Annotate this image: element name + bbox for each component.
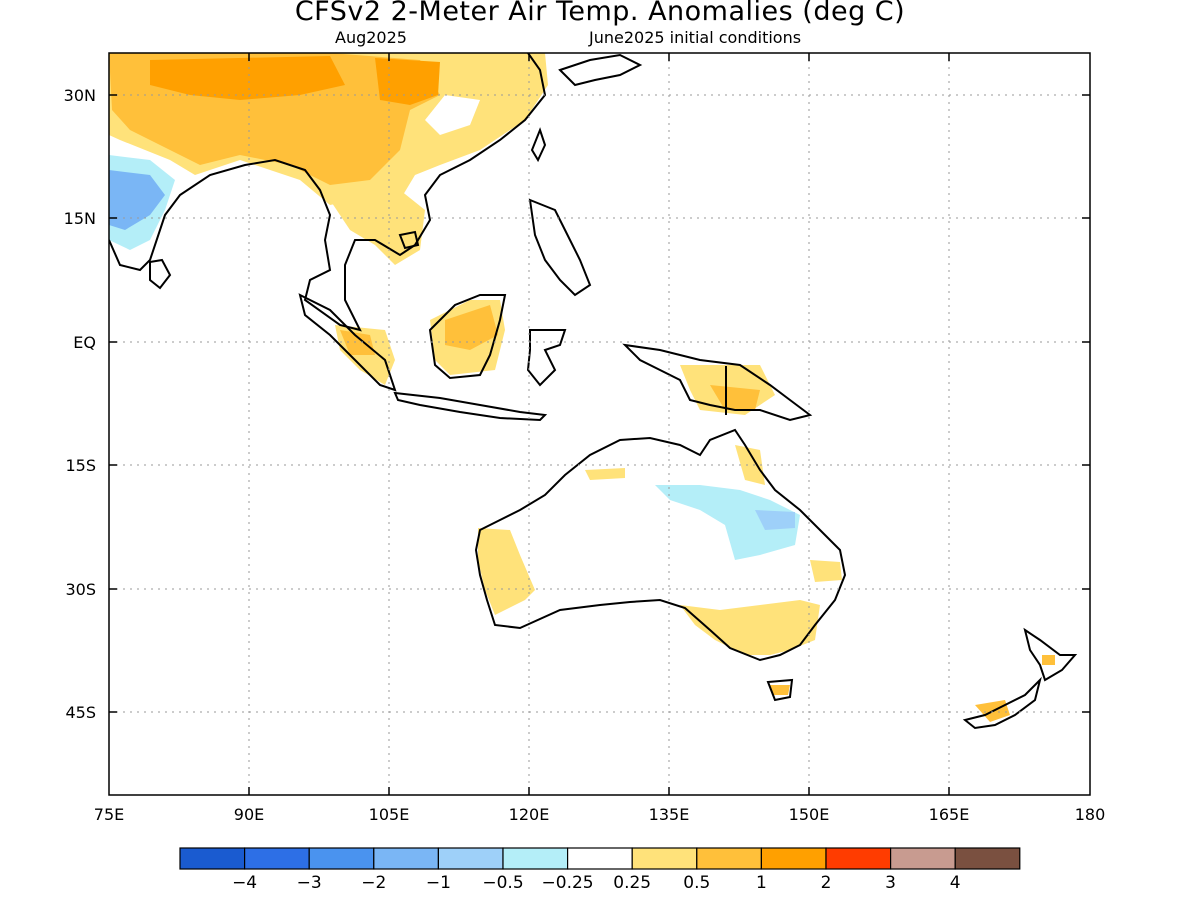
colorbar-label: −0.25: [542, 873, 594, 893]
map-frame: [108, 52, 1091, 796]
initial-conditions: June2025 initial conditions: [589, 28, 802, 47]
colorbar-swatch: [437, 847, 504, 870]
coast-sulawesi: [526, 329, 567, 387]
colorbar-swatch: [502, 847, 569, 870]
colorbar-swatch: [566, 847, 633, 870]
lon-label: 120E: [509, 805, 550, 824]
tick-marks: [109, 53, 1090, 795]
lon-label: 180: [1075, 805, 1106, 824]
coast-philippines: [528, 198, 592, 297]
lon-label: 150E: [789, 805, 830, 824]
colorbar-label: −1: [426, 873, 451, 893]
coast-tasmania: [766, 678, 794, 702]
colorbar-label: 0.25: [613, 873, 651, 893]
lat-label: 30S: [65, 580, 96, 599]
colorbar-label: −2: [361, 873, 386, 893]
cool-region-australia: [655, 485, 800, 560]
lat-label: 15S: [65, 456, 96, 475]
colorbar-label: 2: [821, 873, 832, 893]
coast-newguinea: [622, 343, 813, 422]
warm-core-tibet: [150, 56, 345, 100]
cool-core-india: [109, 170, 165, 230]
colorbar-swatch: [179, 847, 246, 870]
warm-region-w-australia: [478, 528, 535, 615]
colorbar-label: −4: [232, 873, 257, 893]
lon-label: 135E: [649, 805, 690, 824]
warm-region-e-australia: [810, 560, 842, 582]
lon-label: 90E: [234, 805, 264, 824]
anomaly-shading: [109, 53, 1055, 722]
coast-sri-lanka: [149, 258, 172, 290]
coast-hainan: [398, 230, 420, 250]
colorbar-label: 3: [885, 873, 896, 893]
warm-core-borneo: [445, 305, 498, 350]
map-title: CFSv2 2-Meter Air Temp. Anomalies (deg C…: [294, 0, 906, 27]
coast-japan: [558, 53, 643, 87]
warm-core-north: [375, 58, 440, 105]
colorbar-label: 1: [756, 873, 767, 893]
warm-region-indochina: [330, 190, 425, 265]
colorbar: −4 −3 −2 −1 −0.5 −0.25 0.25 0.5 1 2 3 4: [179, 847, 1021, 893]
lat-label: 45S: [65, 703, 96, 722]
coast-asia-mainland: [109, 53, 547, 332]
lon-labels: 75E 90E 105E 120E 135E 150E 165E 180: [94, 805, 1106, 824]
colorbar-swatch: [760, 847, 827, 870]
colorbar-swatch: [631, 847, 698, 870]
coast-sumatra: [298, 293, 397, 392]
lat-labels: 30N 15N EQ 15S 30S 45S: [64, 86, 96, 722]
colorbar-label: 0.5: [683, 873, 710, 893]
colorbar-label: −0.5: [482, 873, 523, 893]
colorbar-swatch: [825, 847, 892, 870]
neutral-patch-china: [425, 95, 480, 135]
colorbar-label: −3: [297, 873, 322, 893]
coastlines: [109, 53, 1078, 730]
colorbar-swatch: [889, 847, 956, 870]
coast-borneo: [428, 294, 507, 380]
colorbar-swatch: [696, 847, 762, 870]
lat-label: 15N: [64, 209, 96, 228]
coast-taiwan: [530, 127, 547, 163]
colorbar-swatch: [954, 847, 1021, 870]
graticule: [109, 53, 1090, 795]
coast-nz-south: [962, 676, 1042, 730]
cool-core-australia: [755, 510, 795, 530]
colorbar-swatch: [373, 847, 439, 870]
forecast-month: Aug2025: [335, 28, 407, 47]
warm-region-nz-north: [1042, 655, 1055, 665]
colorbar-swatch: [308, 847, 375, 870]
warm-region-cape-york: [735, 445, 765, 485]
lon-label: 105E: [369, 805, 410, 824]
warm-region-se-australia: [680, 600, 820, 655]
coast-java: [393, 391, 548, 422]
lat-label: EQ: [73, 333, 96, 352]
warm-core-sumatra: [340, 330, 375, 355]
coast-australia: [474, 428, 847, 662]
colorbar-swatch: [244, 847, 310, 870]
colorbar-label: 4: [950, 873, 961, 893]
warm-region-n-australia: [585, 468, 625, 480]
coast-nz-north: [1023, 627, 1078, 682]
warm-region-tasmania: [770, 685, 790, 695]
warm-core-newguinea: [710, 385, 760, 410]
lon-label: 75E: [94, 805, 124, 824]
lat-label: 30N: [64, 86, 96, 105]
lon-label: 165E: [929, 805, 970, 824]
